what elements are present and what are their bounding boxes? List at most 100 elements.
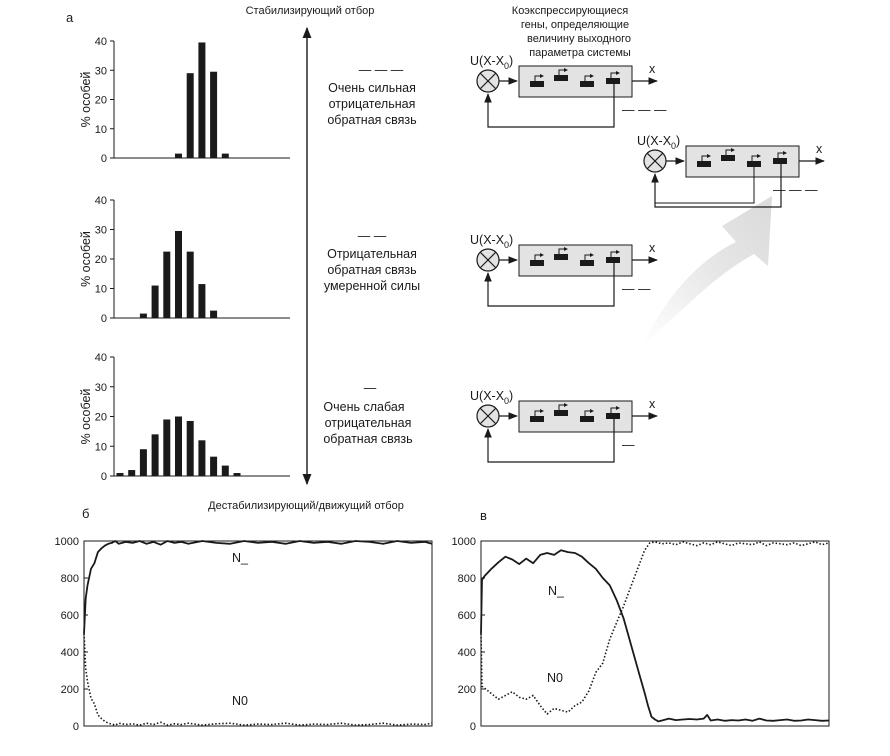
junction-cross-icon: [647, 153, 663, 169]
y-tick-label: 0: [73, 721, 79, 733]
y-tick-label: 0: [101, 153, 107, 165]
histogram-bar: [186, 251, 194, 318]
y-tick-label: 10: [95, 284, 107, 296]
genes-header-line: величину выходного: [527, 33, 631, 45]
histogram-bar: [175, 153, 182, 158]
promoter-arrow-icon: [558, 69, 566, 75]
y-tick-label: 20: [95, 254, 107, 266]
y-tick-label: 1000: [452, 536, 476, 548]
promoter-head-icon: [540, 253, 544, 257]
y-tick-label: 40: [95, 36, 107, 48]
gene-icon: [554, 75, 568, 81]
plot-frame: [83, 540, 433, 727]
promoter-head-icon: [707, 154, 711, 158]
gene-icon: [773, 158, 787, 164]
circuit-moderate: U(X-X0) x — —: [470, 233, 658, 307]
feedback-dash-strong: — — —: [359, 63, 404, 77]
gene-icon: [530, 260, 544, 266]
promoter-head-icon: [616, 71, 620, 75]
histogram-bar: [163, 419, 171, 476]
destabilizing-selection-label: Дестабилизирующий/движущий отбор: [208, 500, 404, 512]
plot-b: 0 200 400 600 800 1000 N_ N0: [55, 536, 433, 733]
histogram-bar: [186, 73, 194, 158]
panel-label-b: б: [82, 506, 89, 521]
feedback-loop: [484, 84, 615, 128]
feedback-line-1: Очень слабая: [323, 400, 404, 414]
promoter-head-icon: [616, 250, 620, 254]
promoter-arrow-icon: [751, 155, 759, 161]
feedback-strength-mark: —: [622, 438, 635, 452]
histogram-bar: [116, 473, 124, 476]
feedback-line-3: обратная связь: [327, 113, 416, 127]
promoter-head-icon: [757, 154, 761, 158]
gene-icon: [554, 410, 568, 416]
feedback-label-moderate: — — Отрицательная обратная связь умеренн…: [324, 229, 420, 293]
feedback-line-2: отрицательная: [329, 97, 416, 111]
histogram-bar: [210, 310, 218, 318]
y-tick-label: 10: [95, 124, 107, 136]
promoter-head-icon: [590, 253, 594, 257]
gene-icon: [580, 260, 594, 266]
gene-icon: [606, 413, 620, 419]
y-tick-label: 200: [458, 684, 476, 696]
genes-header-line: Коэкспрессирующиеся: [512, 5, 628, 17]
feedback-label-weak: — Очень слабая отрицательная обратная св…: [323, 381, 412, 446]
histogram-bar: [233, 473, 241, 476]
feedback-dash-moderate: — —: [358, 229, 387, 243]
feedback-label-strong: — — — Очень сильная отрицательная обратн…: [327, 63, 416, 127]
gene-icon: [580, 81, 594, 87]
series-label: N0: [232, 694, 248, 708]
y-tick-label: 30: [95, 65, 107, 77]
promoter-head-icon: [731, 148, 735, 152]
y-tick-label: 20: [95, 412, 107, 424]
y-tick-label: 200: [61, 684, 79, 696]
promoter-arrow-icon: [534, 254, 542, 260]
feedback-dash-weak: —: [364, 381, 377, 395]
feedback-line-2: отрицательная: [325, 416, 412, 430]
y-tick-label: 600: [61, 610, 79, 622]
junction-cross-icon: [480, 408, 496, 424]
promoter-head-icon: [616, 406, 620, 410]
promoter-head-icon: [564, 68, 568, 72]
feedback-loop: [651, 164, 782, 208]
histogram-bar: [210, 456, 218, 476]
promoter-arrow-icon: [534, 410, 542, 416]
y-axis-label: % особей: [79, 389, 93, 445]
promoter-arrow-icon: [610, 251, 618, 257]
histogram-bar: [163, 251, 171, 318]
histogram-bar: [221, 465, 229, 476]
y-axis-label: % особей: [79, 231, 93, 287]
series-label: N0: [547, 671, 563, 685]
plot-c: 0 200 400 600 800 1000 N_ N0: [452, 536, 830, 733]
genes-header: Коэкспрессирующиеся гены, определяющие в…: [512, 5, 631, 59]
gene-icon: [606, 78, 620, 84]
gene-icon: [721, 155, 735, 161]
gene-icon: [697, 161, 711, 167]
circuit-input-label: U(X-X0): [470, 389, 513, 406]
y-tick-label: 0: [470, 721, 476, 733]
y-tick-label: 800: [458, 573, 476, 585]
feedback-loop: [484, 419, 615, 463]
histogram-bar: [186, 420, 194, 476]
histogram-bar: [139, 313, 147, 318]
gene-icon: [606, 257, 620, 263]
circuit-weak: U(X-X0) x —: [470, 389, 658, 463]
y-tick-label: 0: [101, 313, 107, 325]
histogram-bar: [128, 470, 136, 476]
gene-icon: [554, 254, 568, 260]
y-tick-label: 600: [458, 610, 476, 622]
histogram-bar: [198, 42, 206, 158]
y-tick-label: 10: [95, 441, 107, 453]
gene-icon: [530, 81, 544, 87]
feedback-line-1: Отрицательная: [327, 247, 417, 261]
histogram-bar: [198, 440, 206, 476]
circuit-strong-shifted: U(X-X0) x — — —: [637, 134, 825, 208]
genes-header-line: гены, определяющие: [521, 19, 629, 31]
promoter-head-icon: [540, 74, 544, 78]
histogram-bar: [151, 285, 159, 318]
series-label: N_: [548, 584, 565, 598]
output-label: x: [649, 397, 656, 411]
feedback-strength-mark: — —: [622, 282, 651, 296]
y-tick-label: 30: [95, 225, 107, 237]
y-tick-label: 0: [101, 471, 107, 483]
